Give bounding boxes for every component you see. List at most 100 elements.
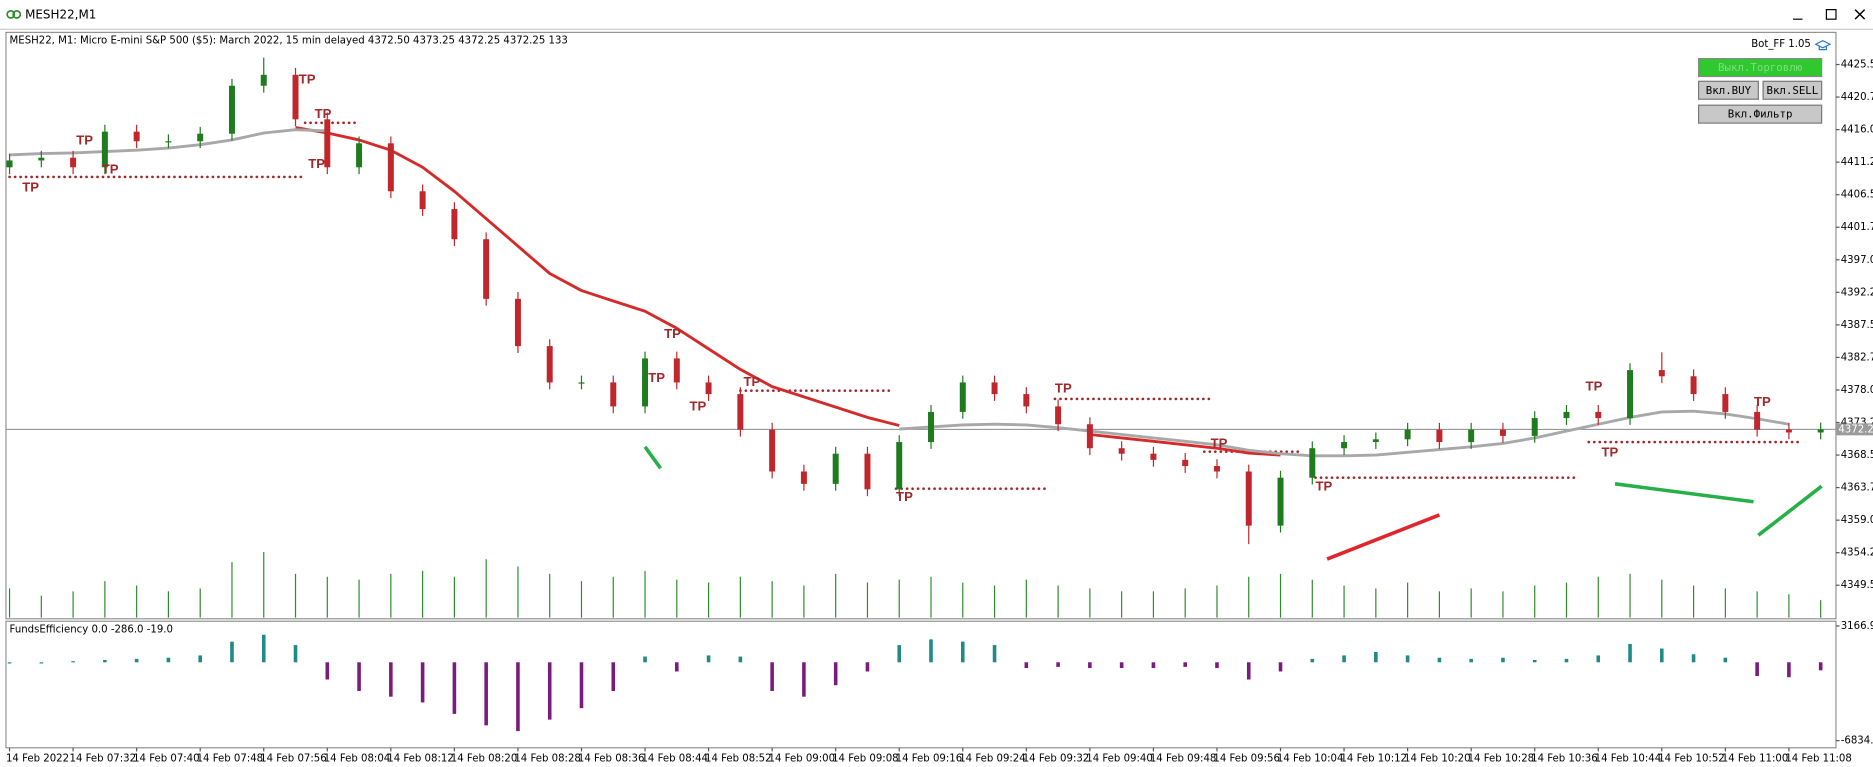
indicator-bar: [166, 657, 171, 663]
indicator-bar: [1787, 662, 1791, 678]
x-tick-label: 14 Feb 07:40: [133, 754, 200, 765]
indicator-bar: [1596, 655, 1601, 663]
button-label[interactable]: Вкл.SELL: [1766, 84, 1818, 97]
price-pane: [5, 31, 1837, 620]
tp-label: TP: [1315, 479, 1332, 494]
candle-body: [1785, 429, 1792, 433]
x-tick-label: 14 Feb 10:28: [1468, 754, 1535, 765]
maximize-button[interactable]: [1825, 9, 1837, 20]
x-tick-label: 14 Feb 2022: [6, 754, 69, 765]
candle-body: [1531, 418, 1538, 436]
window-title: MESH22,M1: [25, 7, 96, 21]
candle-body: [356, 143, 363, 168]
candle-body: [864, 453, 871, 490]
candle-body: [1658, 370, 1665, 377]
y-tick-label: 4397.00: [1841, 255, 1873, 266]
candle-body: [101, 131, 108, 168]
price-tag-label: 4372.25: [1838, 424, 1873, 435]
chart-header: MESH22, M1: Micro E-mini S&P 500 ($5): M…: [10, 36, 568, 47]
candle-body: [642, 358, 649, 407]
indicator-bar: [1660, 648, 1664, 663]
x-tick-label: 14 Feb 08:04: [324, 754, 391, 765]
y-tick-label: 4406.50: [1841, 190, 1873, 201]
candle-body: [1150, 453, 1157, 460]
candle-body: [1245, 471, 1252, 526]
x-tick-label: 14 Feb 10:20: [1404, 754, 1471, 765]
button-label[interactable]: Вкл.BUY: [1706, 84, 1752, 97]
indicator-pane: [5, 620, 1837, 749]
y-tick-label: 4354.25: [1841, 548, 1873, 559]
indicator-bar: [675, 662, 679, 672]
trend-stroke: [643, 445, 663, 470]
candle-body: [197, 133, 204, 142]
indicator-bar: [389, 662, 393, 697]
candle-body: [165, 141, 172, 143]
moving-average: [295, 126, 1281, 457]
indicator-bar: [1151, 662, 1156, 669]
button-label[interactable]: Вкл.Фильтр: [1728, 108, 1793, 121]
candle-body: [324, 119, 331, 168]
button[interactable]: [1698, 57, 1823, 78]
x-tick-label: 14 Feb 09:32: [1023, 754, 1090, 765]
y-tick-label: 4411.25: [1841, 157, 1873, 168]
indicator-bar: [1755, 662, 1759, 677]
candle-body: [800, 471, 807, 484]
candle-body: [6, 160, 13, 168]
indicator-bar: [1437, 657, 1442, 663]
y-tick-label: 4392.25: [1841, 287, 1873, 298]
price-tag: [1835, 423, 1873, 436]
candle-body: [1086, 424, 1093, 449]
tp-label: TP: [22, 179, 39, 194]
indicator-bar: [929, 639, 933, 663]
button-label[interactable]: Выкл.Торговлю: [1718, 61, 1803, 74]
y-tick-label: 4359.00: [1841, 515, 1873, 526]
indicator-bar: [1246, 662, 1251, 680]
candle-body: [1563, 411, 1570, 419]
indicator-bar: [643, 656, 647, 663]
candle-body: [1436, 429, 1443, 443]
candle-body: [769, 429, 776, 472]
indicator-bar: [1056, 662, 1060, 667]
x-tick-label: 14 Feb 09:56: [1213, 754, 1280, 765]
candle-body: [705, 382, 712, 395]
candle-body: [1499, 429, 1506, 436]
tp-label: TP: [896, 489, 913, 504]
x-tick-label: 14 Feb 07:56: [260, 754, 327, 765]
indicator-bar: [547, 662, 552, 720]
indicator-bar: [134, 658, 139, 663]
tp-label: TP: [1601, 444, 1618, 459]
candle-body: [1690, 376, 1697, 395]
indicator-bar: [833, 662, 838, 686]
button[interactable]: [1698, 80, 1759, 100]
indicator-bar: [1088, 662, 1092, 669]
candle-body: [991, 382, 998, 395]
candle-body: [546, 346, 553, 383]
indicator-bar: [960, 641, 965, 663]
indicator-bar: [611, 662, 616, 691]
close-button[interactable]: [1854, 9, 1866, 20]
x-tick-label: 14 Feb 08:36: [578, 754, 645, 765]
y-tick-label: 3166.9: [1841, 621, 1873, 632]
button[interactable]: [1698, 104, 1823, 124]
candle-body: [1182, 459, 1189, 467]
indicator-bar: [1024, 662, 1029, 669]
y-tick-label: 4420.75: [1841, 92, 1873, 103]
button[interactable]: [1762, 80, 1823, 100]
candle-body: [1722, 394, 1729, 412]
x-tick-label: 14 Feb 10:36: [1531, 754, 1598, 765]
candle-body: [70, 157, 77, 168]
tp-label: TP: [744, 374, 761, 389]
trend-stroke: [1614, 482, 1754, 504]
candle-body: [387, 143, 394, 192]
candle-body: [1627, 370, 1634, 419]
x-tick-label: 14 Feb 08:28: [514, 754, 581, 765]
x-tick-label: 14 Feb 08:12: [387, 754, 454, 765]
candle-body: [260, 74, 267, 86]
tp-label: TP: [1211, 436, 1228, 451]
window-icon: [6, 9, 22, 19]
x-tick-label: 14 Feb 08:20: [451, 754, 518, 765]
indicator-bar: [7, 662, 12, 664]
candle-body: [451, 209, 458, 240]
